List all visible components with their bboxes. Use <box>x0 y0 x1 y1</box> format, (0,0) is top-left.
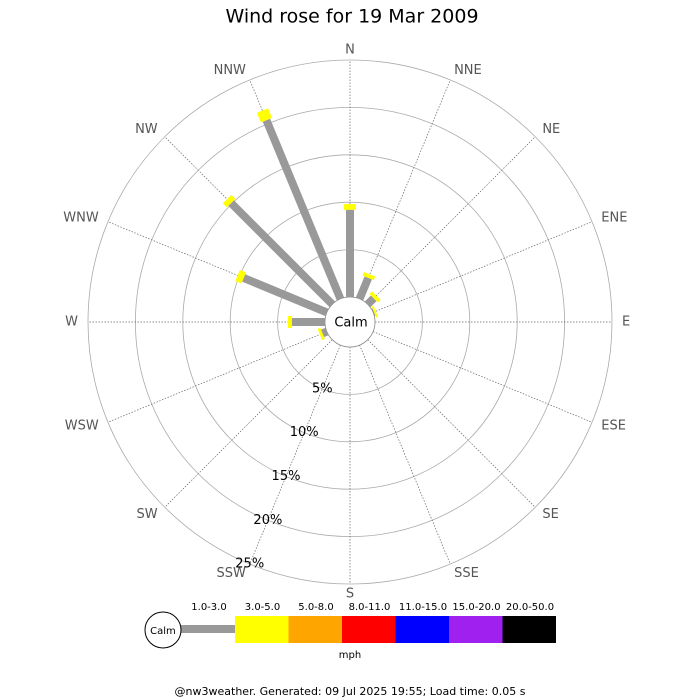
bar-segment <box>256 108 272 123</box>
direction-label: NNW <box>214 63 246 78</box>
legend-swatch <box>342 616 396 643</box>
direction-label: NNE <box>454 63 482 78</box>
spoke <box>372 221 593 313</box>
bar-segment <box>369 291 381 303</box>
spoke <box>367 339 536 508</box>
grid-ring <box>229 201 471 443</box>
ring-label: 5% <box>312 381 333 396</box>
legend-swatch <box>449 616 503 643</box>
bar-segment <box>242 274 329 317</box>
direction-label: WNW <box>63 210 99 225</box>
ring-label: 20% <box>253 513 282 528</box>
legend-label: 15.0-20.0 <box>452 602 500 613</box>
bar-segment <box>364 295 377 308</box>
grid-ring <box>87 59 613 585</box>
spoke <box>107 331 328 423</box>
direction-label: NW <box>135 122 158 137</box>
bar-segment <box>362 272 376 281</box>
legend-swatch <box>395 616 449 643</box>
legend-label: 20.0-50.0 <box>506 602 554 613</box>
bar-segment <box>320 327 329 338</box>
direction-label: NE <box>542 122 560 137</box>
bar-segment <box>228 200 336 308</box>
legend-unit: mph <box>339 650 361 661</box>
footer: @nw3weather. Generated: 09 Jul 2025 19:5… <box>175 685 526 698</box>
direction-label: SSW <box>217 566 247 581</box>
direction-label: SW <box>137 507 158 522</box>
direction-label: W <box>65 315 78 330</box>
direction-label: WSW <box>65 419 99 434</box>
bar-segment <box>317 327 325 341</box>
direction-label: E <box>622 315 630 330</box>
spoke <box>249 344 341 565</box>
bar-segment <box>235 269 246 284</box>
direction-label: ESE <box>601 419 626 434</box>
direction-label: N <box>345 43 355 58</box>
direction-label: S <box>346 587 354 602</box>
direction-label: SE <box>542 507 558 522</box>
chart-title: Wind rose for 19 Mar 2009 <box>225 6 478 28</box>
spoke <box>359 344 451 565</box>
direction-label: ENE <box>601 210 627 225</box>
legend-label: 5.0-8.0 <box>298 602 333 613</box>
spoke <box>359 79 451 300</box>
bar-segment <box>262 118 345 301</box>
legend-calm-circle <box>144 611 182 649</box>
legend-label: 8.0-11.0 <box>349 602 391 613</box>
spoke <box>372 331 593 423</box>
direction-label: SSE <box>454 566 479 581</box>
legend-label: 11.0-15.0 <box>399 602 447 613</box>
ring-label: 10% <box>290 425 319 440</box>
spoke <box>164 339 333 508</box>
legend-calm-label: Calm <box>150 626 176 637</box>
bar-segment <box>371 305 379 318</box>
legend-label: 3.0-5.0 <box>245 602 280 613</box>
legend-swatch <box>502 616 556 643</box>
spoke <box>367 136 536 305</box>
ring-label: 25% <box>235 557 264 572</box>
legend-swatch <box>288 616 342 643</box>
legend-swatch <box>235 616 289 643</box>
bar-segment <box>222 194 236 208</box>
ring-label: 15% <box>272 469 301 484</box>
calm-label: Calm <box>334 316 367 331</box>
legend-label: 1.0-3.0 <box>191 602 226 613</box>
bar-segment <box>355 276 372 301</box>
